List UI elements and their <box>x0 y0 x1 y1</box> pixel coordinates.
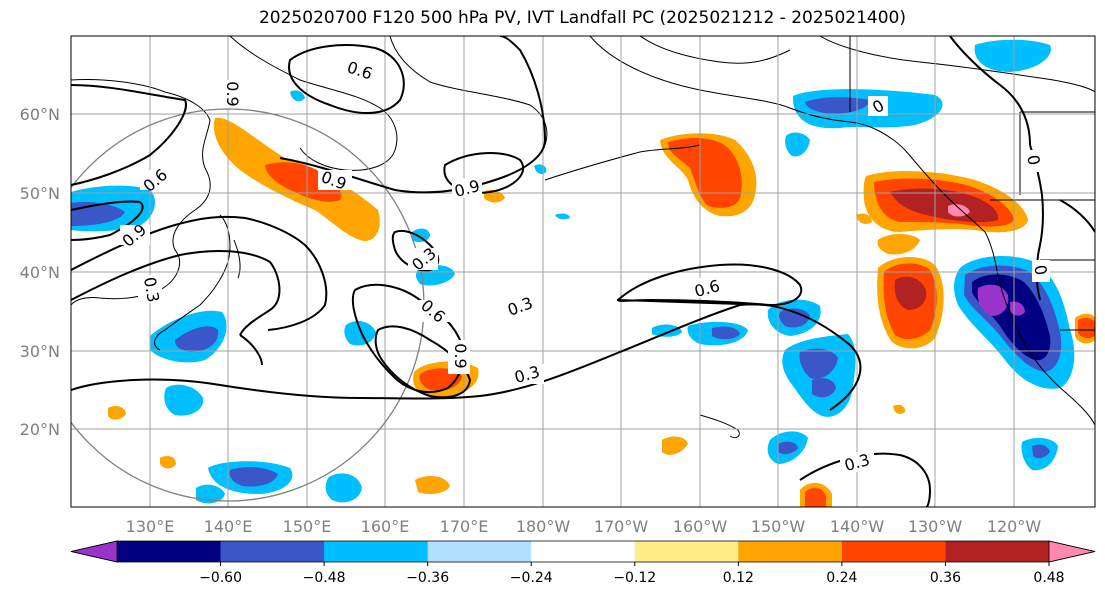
colorbar-segment <box>427 541 532 562</box>
colorbar-tick-label: 0.12 <box>723 570 754 586</box>
colorbar-segment <box>324 541 429 562</box>
lon-label: 180°W <box>516 517 571 536</box>
colorbar-outline <box>70 540 1096 563</box>
lat-label: 60°N <box>20 105 60 124</box>
latitude-labels: 60°N 50°N 40°N 30°N 20°N <box>20 105 60 439</box>
contour-label: 0.3 <box>140 276 163 304</box>
lon-label: 140°W <box>830 517 885 536</box>
lon-label: 130°W <box>908 517 963 536</box>
contour-label: 0.9 <box>223 81 242 106</box>
contour-label: 0 <box>1023 153 1043 166</box>
lon-label: 170°W <box>594 517 649 536</box>
colorbar-extend-max <box>1048 540 1096 563</box>
colorbar-extend-min <box>70 540 118 563</box>
lat-label: 30°N <box>20 342 60 361</box>
lat-label: 50°N <box>20 184 60 203</box>
colorbar-tick-label: −0.12 <box>613 570 656 586</box>
colorbar-segment <box>220 541 325 562</box>
lon-label: 130°E <box>126 517 175 536</box>
colorbar-tick-label: 0.36 <box>930 570 961 586</box>
lon-label: 140°E <box>204 517 253 536</box>
contour-labels: 0.6 0.9 0.6 0.9 0.9 0.3 0.9 0.3 0.3 0.6 … <box>118 58 1050 475</box>
colorbar-tick-label: 0.24 <box>826 570 857 586</box>
colorbar-tick-label: 0.48 <box>1033 570 1064 586</box>
lon-label: 170°E <box>440 517 489 536</box>
colorbar-tick-label: −0.60 <box>199 570 242 586</box>
colorbar-segment <box>841 541 946 562</box>
lon-label: 150°W <box>751 517 806 536</box>
colorbar-segment <box>531 541 636 562</box>
lon-label: 160°E <box>361 517 410 536</box>
contour-label: 0.9 <box>451 343 470 368</box>
lon-label: 160°W <box>673 517 728 536</box>
colorbar-segment <box>738 541 843 562</box>
lat-label: 20°N <box>20 420 60 439</box>
colorbar-tick-label: −0.24 <box>510 570 553 586</box>
colorbar-segment <box>117 541 222 562</box>
negative-anomaly-japan <box>150 90 570 504</box>
lon-label: 150°E <box>283 517 332 536</box>
colorbar-tick-label: −0.48 <box>303 570 346 586</box>
longitude-labels: 130°E 140°E 150°E 160°E 170°E 180°W 170°… <box>126 517 1042 536</box>
colorbar-tick-label: −0.36 <box>406 570 449 586</box>
coastlines <box>71 36 1095 439</box>
positive-anomaly-gulf-alaska <box>660 133 1095 507</box>
map-frame <box>70 35 1096 508</box>
colorbar-segment <box>634 541 739 562</box>
contour-label: 0 <box>1030 263 1050 276</box>
colorbar-segment <box>945 541 1050 562</box>
lat-label: 40°N <box>20 263 60 282</box>
lon-label: 120°W <box>987 517 1042 536</box>
anomaly-fills <box>71 39 1095 507</box>
positive-anomaly-japan-sea <box>108 117 688 494</box>
map-title: 2025020700 F120 500 hPa PV, IVT Landfall… <box>258 8 906 28</box>
negative-anomaly-central <box>652 39 1058 471</box>
colorbar: −0.60 −0.48 −0.36 −0.24 −0.12 0.12 0.24 0.36 0.4… <box>70 540 1096 586</box>
